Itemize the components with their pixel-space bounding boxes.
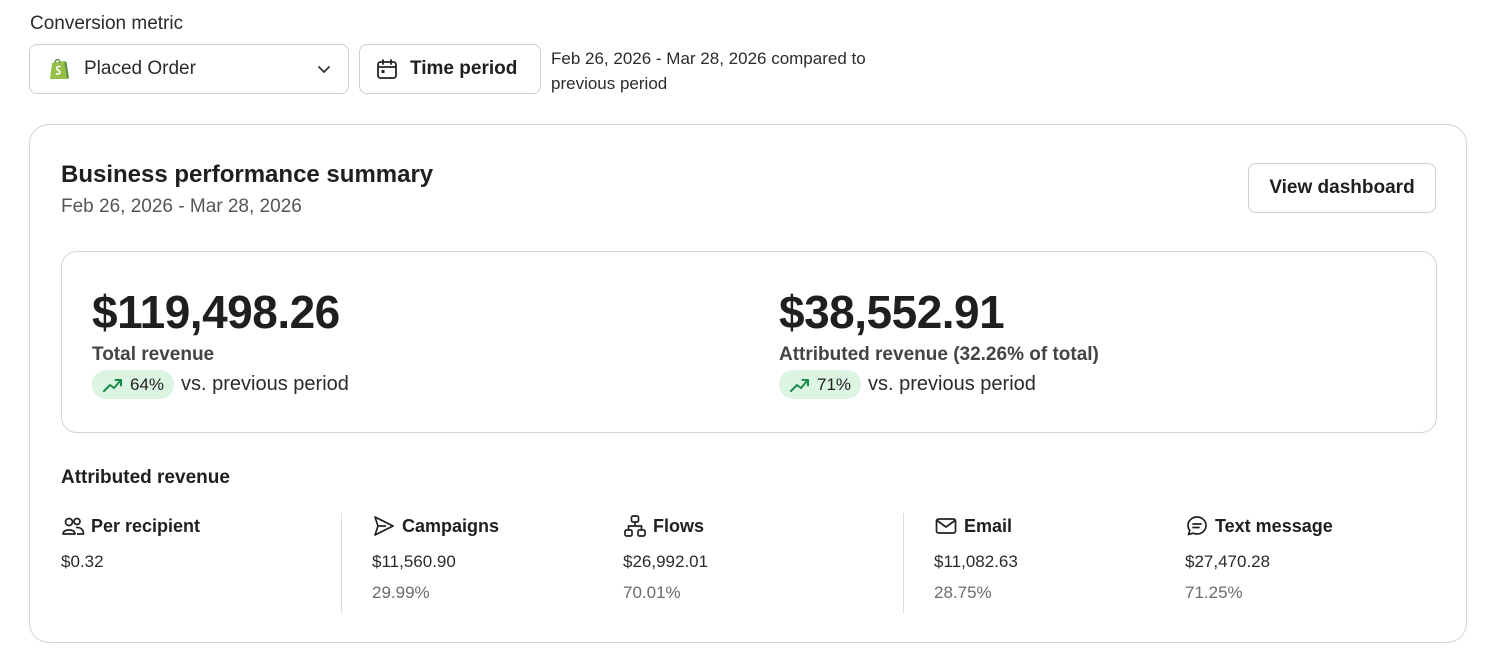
trend-up-icon xyxy=(103,378,122,392)
chevron-down-icon xyxy=(316,61,332,77)
stat-campaigns: Campaigns $11,560.90 29.99% xyxy=(372,513,499,603)
time-period-label: Time period xyxy=(410,58,518,79)
conversion-metric-label: Conversion metric xyxy=(30,13,184,34)
attributed-revenue-change: 71% xyxy=(817,374,852,394)
send-icon xyxy=(374,516,394,536)
total-revenue-block: $119,498.26 Total revenue 64% vs. previo… xyxy=(92,286,349,399)
stat-label: Text message xyxy=(1215,515,1333,536)
mail-icon xyxy=(935,518,957,534)
stat-value: $27,470.28 xyxy=(1185,552,1271,571)
stat-label: Campaigns xyxy=(402,515,500,536)
calendar-icon xyxy=(376,58,398,80)
attributed-revenue-title: Attributed revenue xyxy=(61,467,230,488)
business-performance-card: Business performance summary Feb 26, 202… xyxy=(29,124,1467,643)
stat-value: $11,082.63 xyxy=(934,552,1018,571)
stat-percent: 70.01% xyxy=(623,583,681,602)
stat-label: Flows xyxy=(653,515,705,536)
flows-icon xyxy=(624,515,646,537)
stat-per-recipient: Per recipient $0.32 xyxy=(61,513,200,572)
conversion-metric-select[interactable]: Placed Order xyxy=(29,44,349,94)
total-revenue-label: Total revenue xyxy=(92,344,215,365)
stat-value: $11,560.90 xyxy=(372,552,456,571)
stat-label: Per recipient xyxy=(91,515,201,536)
stat-percent: 71.25% xyxy=(1185,583,1243,602)
attributed-revenue-block: $38,552.91 Attributed revenue (32.26% of… xyxy=(779,286,1099,399)
view-dashboard-button[interactable]: View dashboard xyxy=(1248,163,1436,213)
stat-divider xyxy=(903,513,904,613)
total-revenue-change-badge: 64% xyxy=(92,370,175,399)
stat-percent: 29.99% xyxy=(372,583,430,602)
chat-icon xyxy=(1187,516,1207,536)
total-revenue-vs-text: vs. previous period xyxy=(181,373,349,395)
attributed-revenue-stats: Per recipient $0.32 Campaigns $11,560.90… xyxy=(61,513,1437,613)
card-title: Business performance summary xyxy=(61,161,434,188)
stat-percent: 28.75% xyxy=(934,583,992,602)
conversion-metric-value: Placed Order xyxy=(84,58,196,79)
time-period-button[interactable]: Time period xyxy=(359,44,541,94)
stat-email: Email $11,082.63 28.75% xyxy=(934,513,1018,603)
stat-text-message: Text message $27,470.28 71.25% xyxy=(1185,513,1333,603)
total-revenue-amount: $119,498.26 xyxy=(92,286,340,338)
stat-value: $26,992.01 xyxy=(623,552,709,571)
total-revenue-change: 64% xyxy=(130,374,165,394)
shopify-bag-icon xyxy=(48,57,70,81)
attributed-revenue-change-badge: 71% xyxy=(779,370,862,399)
attributed-revenue-amount: $38,552.91 xyxy=(779,286,1005,338)
stat-divider xyxy=(341,513,342,613)
users-icon xyxy=(62,517,85,535)
card-date-range: Feb 26, 2026 - Mar 28, 2026 xyxy=(61,196,302,217)
stat-value: $0.32 xyxy=(61,552,104,571)
period-description: Feb 26, 2026 - Mar 28, 2026 compared to … xyxy=(551,49,866,93)
attributed-revenue-vs-text: vs. previous period xyxy=(868,373,1036,395)
attributed-revenue-label: Attributed revenue (32.26% of total) xyxy=(779,344,1099,365)
revenue-summary-box: $119,498.26 Total revenue 64% vs. previo… xyxy=(61,251,1437,433)
trend-up-icon xyxy=(790,378,809,392)
stat-label: Email xyxy=(964,515,1013,536)
stat-flows: Flows $26,992.01 70.01% xyxy=(623,513,708,603)
